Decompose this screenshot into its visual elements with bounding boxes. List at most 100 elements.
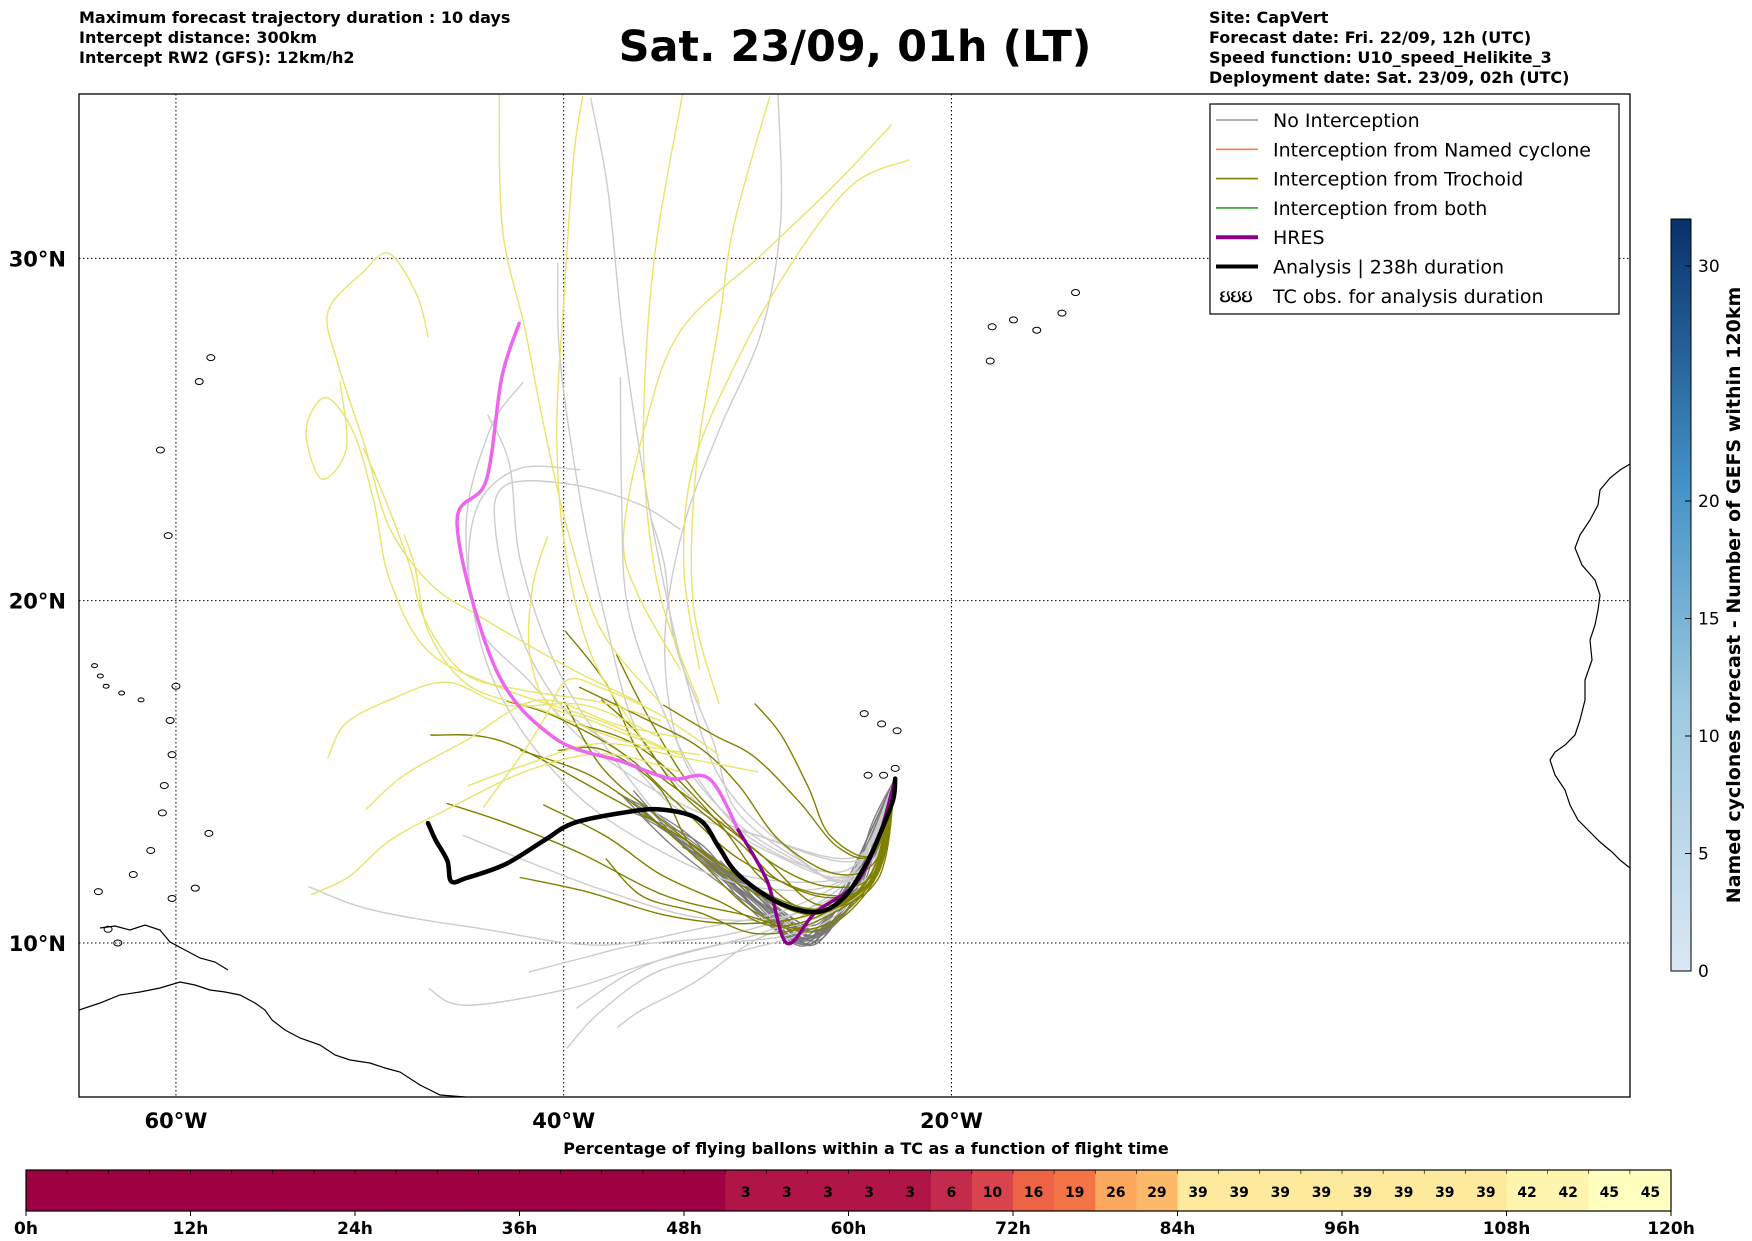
strip-cell (1259, 1170, 1302, 1211)
strip-cell (848, 1170, 891, 1211)
info-max-duration: Maximum forecast trajectory duration : 1… (79, 8, 511, 27)
island (91, 663, 99, 669)
strip-cell-value: 3 (864, 1185, 874, 1201)
strip-tick-label: 72h (995, 1219, 1031, 1239)
strip-cell-value: 3 (741, 1185, 751, 1201)
island (167, 751, 177, 759)
coastlines (79, 463, 1630, 1097)
strip-cell (149, 1170, 191, 1211)
strip-cell (1218, 1170, 1261, 1211)
strip-cell-value: 10 (983, 1185, 1003, 1201)
island (859, 710, 869, 718)
island (165, 716, 175, 724)
strip-tick-label: 60h (831, 1219, 867, 1239)
island (1008, 316, 1018, 324)
trajectory-trochoid-interception (754, 703, 896, 858)
strip-cell (930, 1170, 973, 1211)
strip-cells: 3 3 3 3 3 6 10 16 19 26 29 39 39 39 39 39 39 39 39 42 42 45 45 (26, 1170, 1672, 1211)
strip-cell (1424, 1170, 1466, 1211)
strip-cell (766, 1170, 808, 1211)
colorbar-tick-label: 15 (1698, 610, 1720, 630)
strip-cell (355, 1170, 397, 1211)
trajectory-yellow (305, 381, 681, 756)
trajectory-yellow (682, 159, 910, 670)
colorbar-tick-label: 20 (1698, 492, 1720, 512)
trajectory-yellow (326, 252, 642, 704)
trajectory-trochoid-interception (519, 777, 896, 925)
strip-cell (642, 1170, 685, 1211)
strip-cell-value: 16 (1024, 1185, 1043, 1201)
strip-cell (807, 1170, 849, 1211)
trajectory-yellow (642, 94, 701, 704)
strip-cell (272, 1170, 315, 1211)
strip-cell-value: 42 (1517, 1185, 1536, 1201)
island (171, 682, 181, 690)
island (1032, 326, 1042, 334)
strip-cell (1629, 1170, 1672, 1211)
strip-cell-value: 19 (1065, 1185, 1084, 1201)
lat-tick-label: 30°N (9, 247, 66, 271)
legend-label: No Interception (1273, 110, 1420, 132)
colorbar-tick-label: 30 (1698, 257, 1720, 277)
colorbar: Named cyclones forecast - Number of GEFS… (1670, 218, 1745, 982)
strip-cell-value: 45 (1641, 1185, 1660, 1201)
strip-tick-label: 96h (1324, 1219, 1360, 1239)
strip-cell (684, 1170, 726, 1211)
trajectory-yellow (690, 96, 771, 704)
island (892, 727, 902, 735)
strip-cell (971, 1170, 1014, 1211)
island (128, 870, 138, 878)
strip-cell-value: 45 (1600, 1185, 1619, 1201)
lon-tick-label: 20°W (920, 1109, 983, 1133)
strip-tick-label: 48h (666, 1219, 702, 1239)
strip-cell-value: 39 (1353, 1185, 1372, 1201)
strip-tick-label: 36h (502, 1219, 538, 1239)
legend: No Interception Interception from Named c… (1209, 103, 1620, 315)
strip-cell-value: 39 (1188, 1185, 1207, 1201)
strip-cell (108, 1170, 150, 1211)
island (159, 781, 169, 789)
strip-cell (1136, 1170, 1178, 1211)
strip-cell-value: 6 (946, 1185, 956, 1201)
trajectory-yellow (403, 534, 701, 756)
strip-cell (1054, 1170, 1096, 1211)
info-intercept-rw2: Intercept RW2 (GFS): 12km/h2 (79, 48, 355, 67)
strip-cell (1013, 1170, 1055, 1211)
lon-tick-label: 40°W (532, 1109, 595, 1133)
strip-cell (1342, 1170, 1384, 1211)
island (93, 888, 103, 896)
trajectory-no-interception (650, 516, 896, 883)
page-title: Sat. 23/09, 01h (LT) (618, 22, 1092, 72)
info-right: Site: CapVert Forecast date: Fri. 22/09,… (1209, 8, 1569, 88)
island (146, 847, 156, 855)
strip-cell (725, 1170, 767, 1211)
analysis-trajectory (425, 776, 898, 915)
strip-cell (67, 1170, 109, 1211)
highlight-trajectories (425, 321, 898, 946)
strip-tick-label: 12h (173, 1219, 209, 1239)
colorbar-tick-label: 10 (1698, 727, 1720, 747)
strip-cell-value: 39 (1229, 1185, 1248, 1201)
island (1071, 289, 1081, 297)
info-site: Site: CapVert (1209, 8, 1329, 27)
flight-time-strip: Percentage of flying ballons within a TC… (14, 1139, 1695, 1239)
island (206, 354, 216, 362)
island (137, 697, 145, 703)
island (96, 673, 104, 679)
island (113, 939, 123, 947)
colorbar-tick-label: 0 (1698, 962, 1709, 982)
strip-cell (889, 1170, 932, 1211)
islands (91, 289, 1081, 947)
trajectory-yellow (310, 753, 681, 896)
island (985, 357, 995, 365)
island (877, 720, 887, 728)
trajectory-no-interception (465, 381, 896, 892)
strip-cell-value: 3 (823, 1185, 833, 1201)
strip-cell-value: 39 (1312, 1185, 1331, 1201)
trajectory-yellow (365, 699, 681, 810)
strip-cell-value: 39 (1435, 1185, 1454, 1201)
island (103, 925, 113, 933)
island (118, 690, 126, 696)
island (1057, 309, 1067, 317)
strip-title: Percentage of flying ballons within a TC… (563, 1139, 1169, 1158)
